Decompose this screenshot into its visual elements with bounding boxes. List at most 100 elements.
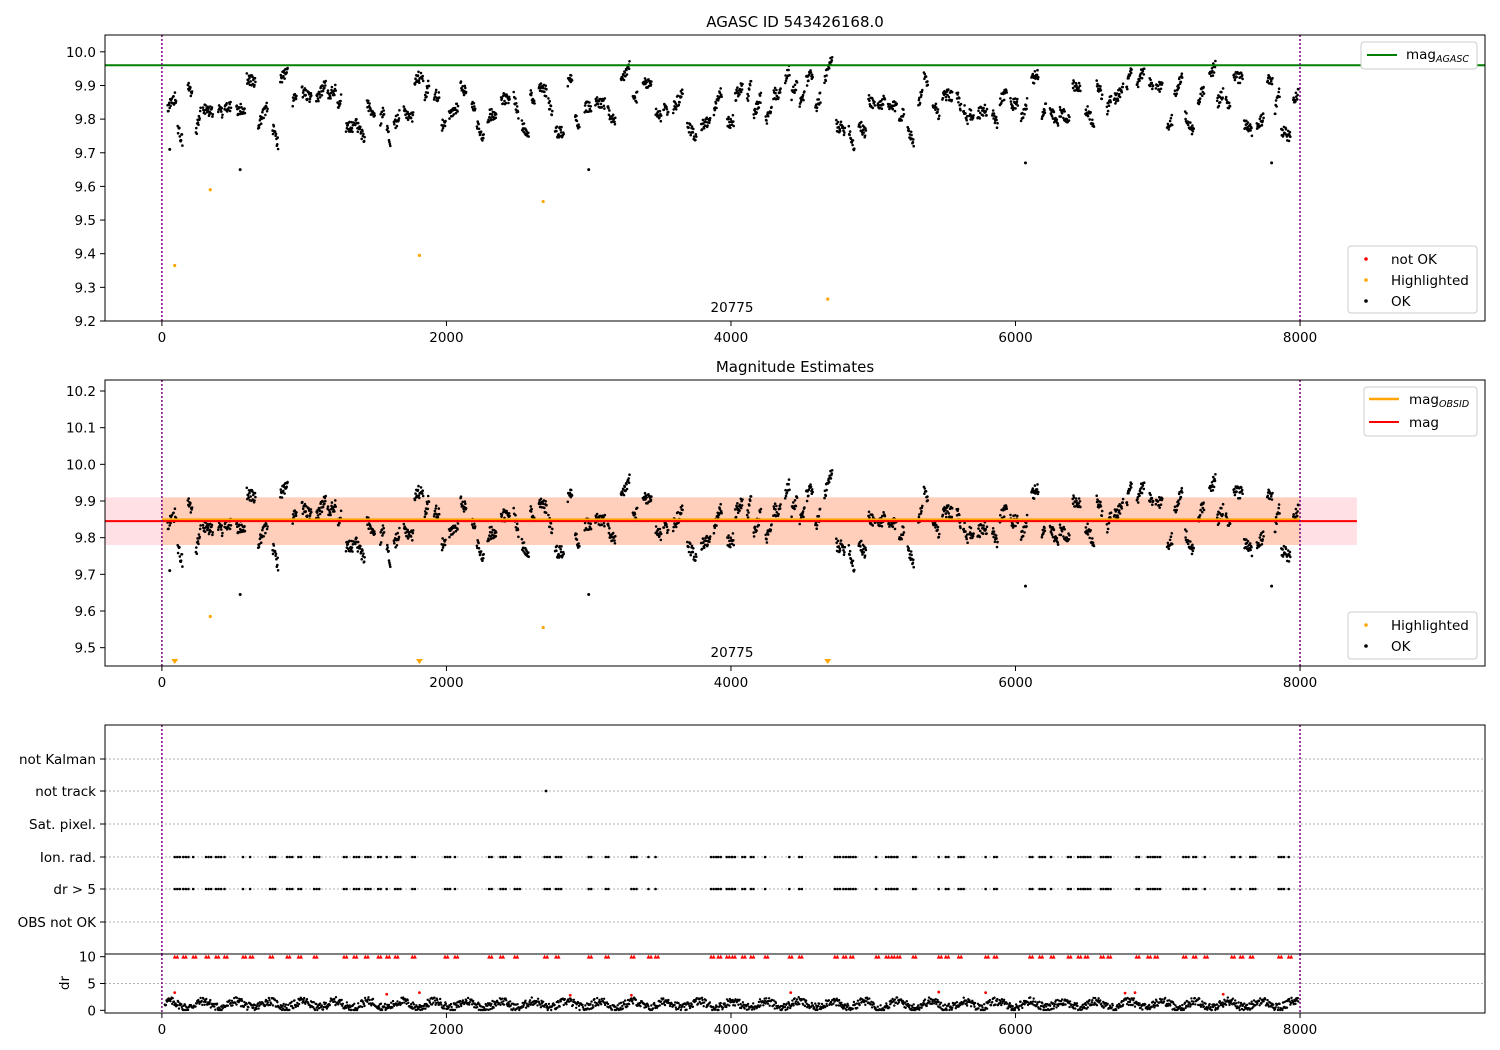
- x-tick-label: 8000: [1283, 330, 1317, 346]
- dr-flag-point: [1086, 887, 1090, 891]
- ok-point: [397, 117, 401, 120]
- ok-point: [1159, 503, 1163, 507]
- ok-point: [944, 95, 948, 99]
- ok-point: [508, 514, 511, 518]
- ok-point: [356, 550, 360, 553]
- ok-point: [944, 92, 947, 96]
- ok-point: [719, 87, 722, 90]
- dr-point: [353, 1002, 356, 1005]
- ok-point: [912, 558, 915, 562]
- ion-rad-point: [1187, 855, 1190, 859]
- ok-point: [917, 98, 921, 102]
- ok-point: [354, 542, 357, 546]
- dr-point: [407, 1001, 410, 1004]
- ok-point: [715, 106, 718, 110]
- ok-point: [785, 491, 789, 495]
- ok-point: [861, 133, 864, 136]
- ok-point: [225, 102, 228, 105]
- dr-point: [387, 1003, 391, 1007]
- ok-point: [464, 502, 467, 506]
- ion-rad-point: [851, 855, 855, 859]
- ok-point: [1067, 119, 1071, 122]
- ok-point: [747, 511, 750, 514]
- ok-point: [650, 495, 653, 498]
- x-tick-label: 2000: [429, 675, 463, 691]
- ok-point: [309, 508, 313, 511]
- dr-point: [584, 1004, 587, 1007]
- ok-point: [720, 511, 723, 515]
- not-track-point: [544, 789, 548, 793]
- ok-point: [740, 88, 744, 91]
- ok-point: [1025, 107, 1028, 111]
- ion-rad-point: [712, 855, 715, 859]
- ok-point: [1036, 68, 1039, 72]
- ok-point: [425, 95, 428, 98]
- ion-rad-point: [1149, 855, 1152, 859]
- ok-point: [405, 116, 409, 120]
- ok-point: [1266, 494, 1270, 498]
- ion-rad-point: [369, 855, 372, 859]
- ok-point: [272, 544, 276, 547]
- ok-point: [549, 522, 553, 525]
- ok-point: [203, 530, 207, 533]
- ok-point: [589, 522, 592, 525]
- ok-point: [666, 528, 670, 532]
- ok-point: [1095, 494, 1098, 498]
- ok-point: [1023, 531, 1026, 534]
- ok-point: [550, 113, 554, 117]
- ok-point: [1168, 538, 1172, 542]
- ok-point: [1228, 105, 1232, 108]
- ok-point: [815, 106, 819, 109]
- ok-point: [794, 88, 798, 92]
- ok-point: [195, 126, 198, 130]
- dr-flag-point: [1137, 887, 1141, 891]
- dr-point: [571, 1003, 574, 1007]
- ok-point: [1198, 100, 1202, 104]
- y-tick-label: 9.2: [75, 314, 96, 330]
- category-label: Ion. rad.: [40, 850, 96, 866]
- ok-point: [1150, 81, 1154, 85]
- ok-point: [1278, 512, 1281, 515]
- ok-point: [264, 531, 267, 535]
- dr-point: [524, 1006, 528, 1009]
- ion-rad-point: [1192, 855, 1195, 859]
- ion-rad-point: [604, 855, 608, 859]
- dr-flag-point: [957, 887, 960, 891]
- ok-point: [676, 511, 680, 514]
- dr-flag-point: [369, 887, 372, 891]
- ok-point: [381, 106, 385, 110]
- ok-point: [1149, 78, 1152, 82]
- ok-point: [1150, 496, 1154, 500]
- dr-flag-point: [1038, 887, 1042, 891]
- ok-point: [1126, 87, 1129, 91]
- ok-point: [243, 529, 247, 533]
- ok-point: [310, 510, 313, 514]
- ion-rad-point: [911, 855, 915, 859]
- dr-point: [466, 996, 470, 1000]
- ok-point: [793, 91, 796, 94]
- ok-point: [635, 101, 638, 104]
- ok-point: [635, 90, 639, 94]
- ok-point: [1091, 541, 1095, 544]
- dr-point: [458, 999, 462, 1003]
- ion-rad-point: [178, 855, 182, 859]
- dr-point: [240, 999, 244, 1003]
- ok-point: [575, 532, 578, 536]
- ok-point: [379, 112, 383, 116]
- ok-point: [1130, 482, 1133, 486]
- dr-point: [204, 1000, 207, 1004]
- ok-point: [755, 529, 758, 532]
- ok-point: [902, 531, 906, 534]
- ok-point: [608, 109, 611, 112]
- ok-point: [436, 515, 440, 519]
- ok-point: [514, 97, 517, 100]
- ok-point: [1120, 507, 1124, 510]
- ok-point: [307, 91, 311, 94]
- ok-point: [690, 125, 694, 128]
- y-tick-label: 9.5: [75, 641, 96, 657]
- ok-point: [409, 116, 413, 120]
- offscale-marker: [171, 659, 179, 664]
- ok-point: [665, 523, 668, 526]
- ion-rad-point: [854, 855, 857, 859]
